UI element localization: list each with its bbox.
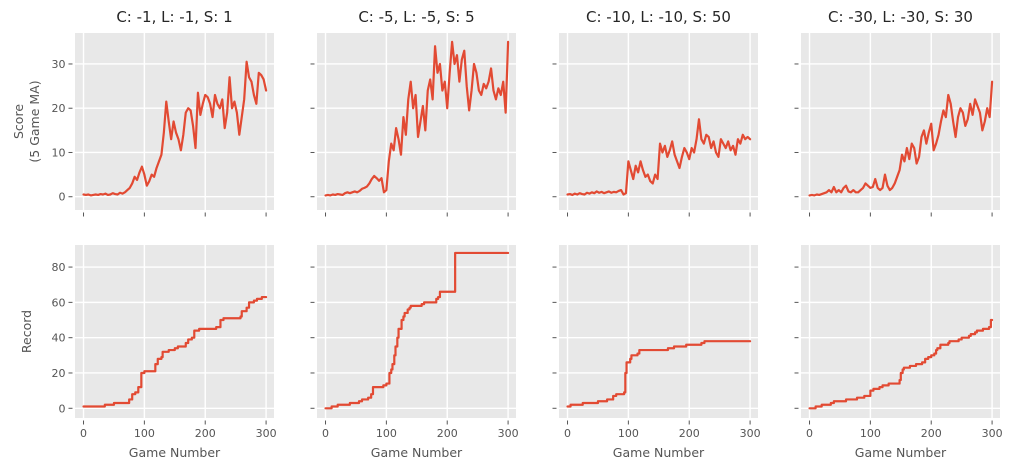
subplot-r0c2: C: -10, L: -10, S: 50 [552,8,758,217]
y-axis-label: Score(5 Game MA) [11,80,42,162]
x-tick-label: 200 [195,427,216,440]
x-axis-label: Game Number [855,445,947,460]
series-line [82,60,268,197]
y-tick-label: 80 [52,261,66,274]
subplot-r1c1: 0 100 200 300 Game Number [310,245,519,460]
x-tick-label: 200 [921,427,942,440]
x-tick-label: 300 [498,427,519,440]
x-tick-label: 300 [256,427,277,440]
y-tick-label: 30 [52,58,66,71]
y-tick-label: 20 [52,102,66,115]
plot-area [317,245,516,418]
series-line [808,80,994,197]
plot-area [559,245,758,418]
subplot-r1c3: 0 100 200 300 Game Number [794,245,1003,460]
subplot-title: C: -30, L: -30, S: 30 [828,8,973,26]
series-line [808,318,994,410]
plot-area [559,33,758,210]
subplot-r1c2: 0 100 200 300 Game Number [552,245,761,460]
y-tick-label: 0 [59,402,66,415]
x-tick-label: 100 [376,427,397,440]
y-axis-label: Record [19,310,34,353]
x-tick-label: 0 [322,427,329,440]
y-tick-label: 0 [59,191,66,204]
y-tick-label: 10 [52,146,66,159]
subplot-title: C: -5, L: -5, S: 5 [358,8,474,26]
subplot-r0c0: 0 10 20 30 C: -1, L: -1, S: 1 Score(5 Game MA… [11,8,274,217]
x-tick-label: 200 [437,427,458,440]
y-tick-label: 20 [52,367,66,380]
x-tick-label: 300 [982,427,1003,440]
subplot-r1c0: 0 100 200 300 0 20 40 60 80 Game Number Record [19,245,277,460]
subplot-r0c3: C: -30, L: -30, S: 30 [794,8,1000,217]
x-axis-label: Game Number [613,445,705,460]
x-tick-label: 200 [679,427,700,440]
series-line [324,40,510,197]
plot-area [801,33,1000,210]
series-line [82,295,268,408]
series-line [566,118,752,197]
x-tick-label: 100 [134,427,155,440]
subplot-title: C: -1, L: -1, S: 1 [116,8,232,26]
subplot-r0c1: C: -5, L: -5, S: 5 [310,8,516,217]
x-tick-label: 0 [80,427,87,440]
x-tick-label: 0 [806,427,813,440]
series-line [324,251,510,410]
x-axis-label: Game Number [371,445,463,460]
y-tick-label: 60 [52,296,66,309]
series-line [566,340,752,408]
plot-area [801,245,1000,418]
x-axis-label: Game Number [129,445,221,460]
x-tick-label: 100 [860,427,881,440]
subplot-title: C: -10, L: -10, S: 50 [586,8,731,26]
x-tick-label: 100 [618,427,639,440]
x-tick-label: 0 [564,427,571,440]
x-tick-label: 300 [740,427,761,440]
plot-area [75,245,274,418]
y-tick-label: 40 [52,332,66,345]
